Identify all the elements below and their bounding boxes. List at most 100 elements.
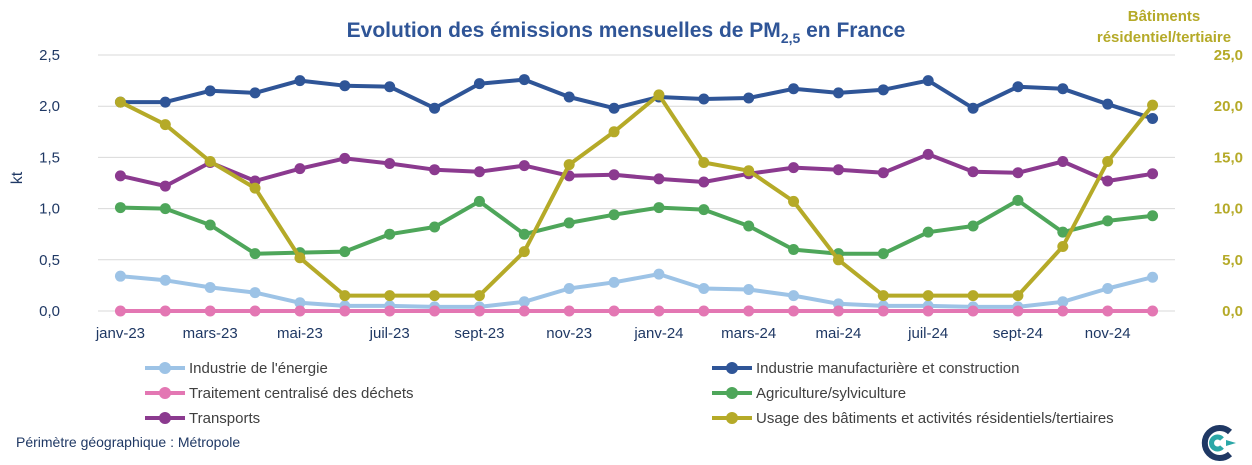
data-point (563, 91, 575, 103)
data-point (563, 217, 575, 229)
data-point (563, 159, 575, 171)
data-point (877, 305, 889, 317)
data-point (384, 305, 396, 317)
legend-swatch-marker (726, 387, 738, 399)
data-point (1102, 155, 1114, 167)
series-line (119, 92, 1155, 298)
series-line (120, 77, 1154, 121)
data-point (1102, 305, 1114, 317)
data-point (832, 254, 844, 266)
y2-tick-label: 0,0 (1222, 303, 1243, 320)
data-point (1102, 175, 1114, 187)
data-point (249, 248, 261, 260)
series-1 (114, 74, 1159, 124)
data-point (1147, 112, 1159, 124)
data-point (1057, 83, 1069, 95)
legend-swatch-marker (159, 412, 171, 424)
data-point (518, 296, 530, 308)
data-point (967, 166, 979, 178)
series-line (120, 198, 1153, 256)
data-point (698, 204, 710, 216)
data-point (743, 305, 755, 317)
data-point (159, 180, 171, 192)
data-point (1147, 99, 1159, 111)
data-point (1012, 81, 1024, 93)
legend: Industrie de l'énergie Industrie manufact… (145, 360, 1114, 427)
legend-label: Industrie de l'énergie (189, 360, 328, 377)
data-point (429, 102, 441, 114)
data-point (788, 83, 800, 95)
data-point (1057, 155, 1069, 167)
legend-item: Industrie de l'énergie (145, 360, 328, 377)
data-point (698, 93, 710, 105)
data-point (339, 305, 351, 317)
y-tick-label: 2,0 (39, 98, 60, 115)
x-tick-label: janv-24 (633, 325, 683, 342)
data-point (608, 126, 620, 138)
series-line (120, 272, 1154, 309)
data-point (249, 87, 261, 99)
data-point (877, 84, 889, 96)
legend-item: Usage des bâtiments et activités résiden… (712, 410, 1114, 427)
data-point (159, 305, 171, 317)
data-point (608, 276, 620, 288)
data-point (249, 182, 261, 194)
data-point (698, 157, 710, 169)
data-point (922, 290, 934, 302)
data-point (922, 226, 934, 238)
data-point (1102, 282, 1114, 294)
x-tick-label: sept-24 (993, 325, 1043, 342)
data-point (1012, 305, 1024, 317)
data-point (1057, 296, 1069, 308)
data-point (518, 74, 530, 86)
data-point (294, 75, 306, 87)
data-point (877, 167, 889, 179)
data-point (967, 220, 979, 232)
y2-tick-label: 15,0 (1214, 149, 1243, 166)
data-point (832, 87, 844, 99)
y2-tick-label: 25,0 (1214, 47, 1243, 64)
data-point (473, 195, 485, 207)
data-point (384, 290, 396, 302)
data-point (114, 96, 126, 108)
y-tick-label: 0,0 (39, 303, 60, 320)
data-point (159, 203, 171, 215)
data-point (384, 158, 396, 170)
data-point (608, 305, 620, 317)
data-point (204, 281, 216, 293)
data-point (429, 164, 441, 176)
chart-title: Evolution des émissions mensuelles de PM… (347, 19, 906, 46)
data-point (114, 170, 126, 182)
data-point (204, 305, 216, 317)
data-point (832, 164, 844, 176)
data-point (563, 305, 575, 317)
data-point (788, 305, 800, 317)
data-point (743, 283, 755, 295)
data-point (339, 290, 351, 302)
x-tick-label: mai-23 (277, 325, 323, 342)
data-point (473, 305, 485, 317)
legend-label: Usage des bâtiments et activités résiden… (756, 410, 1114, 427)
data-point (114, 305, 126, 317)
legend-label: Traitement centralisé des déchets (189, 385, 414, 402)
data-point (653, 305, 665, 317)
data-point (788, 290, 800, 302)
data-point (967, 102, 979, 114)
data-point (518, 246, 530, 258)
x-tick-label: juil-23 (369, 325, 410, 342)
data-point (608, 169, 620, 181)
data-point (1057, 240, 1069, 252)
data-point (159, 274, 171, 286)
data-point (743, 92, 755, 104)
data-point (384, 228, 396, 240)
data-point (743, 220, 755, 232)
data-point (249, 305, 261, 317)
data-point (159, 119, 171, 131)
data-point (653, 173, 665, 185)
data-point (922, 148, 934, 160)
data-point (518, 160, 530, 172)
data-point (563, 282, 575, 294)
y-tick-label: 2,5 (39, 47, 60, 64)
data-point (1102, 215, 1114, 227)
